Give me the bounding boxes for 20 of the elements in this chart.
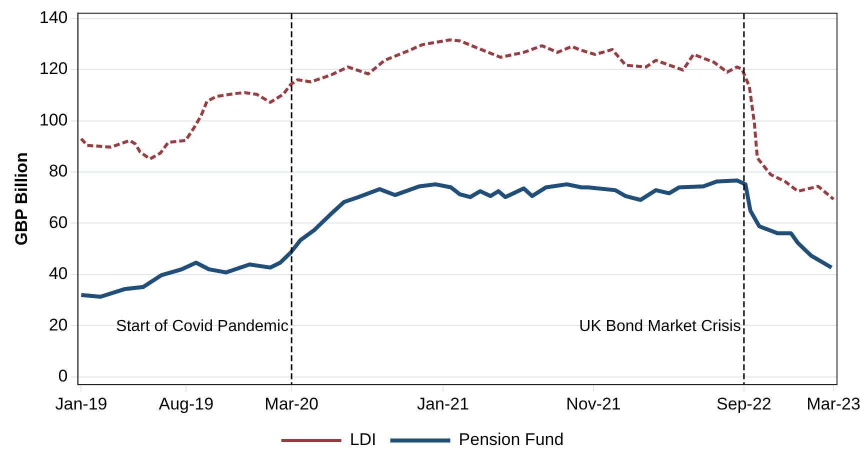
ref-line-label: Start of Covid Pandemic (116, 318, 289, 336)
legend-label: LDI (350, 430, 376, 450)
x-tick-label: Mar-23 (806, 394, 860, 414)
x-tick-label: Jan-21 (417, 394, 470, 414)
ref-line-label: UK Bond Market Crisis (579, 318, 741, 336)
x-tick-label: Aug-19 (158, 394, 214, 414)
y-tick-label: 60 (48, 212, 68, 232)
y-tick-label: 100 (39, 110, 68, 130)
y-axis-title: GBP Billion (12, 152, 31, 246)
y-tick-label: 20 (48, 315, 68, 334)
y-tick-label: 120 (39, 59, 68, 78)
x-tick-label: Nov-21 (566, 394, 621, 414)
y-tick-label: 40 (48, 264, 68, 284)
legend-label: Pension Fund (458, 430, 564, 450)
y-tick-label: 0 (58, 366, 68, 386)
x-tick-label: Jan-19 (55, 394, 108, 414)
x-tick-label: Sep-22 (716, 394, 772, 414)
x-tick-label: Mar-20 (264, 394, 319, 414)
y-tick-label: 140 (39, 8, 68, 28)
y-tick-label: 80 (48, 162, 68, 181)
